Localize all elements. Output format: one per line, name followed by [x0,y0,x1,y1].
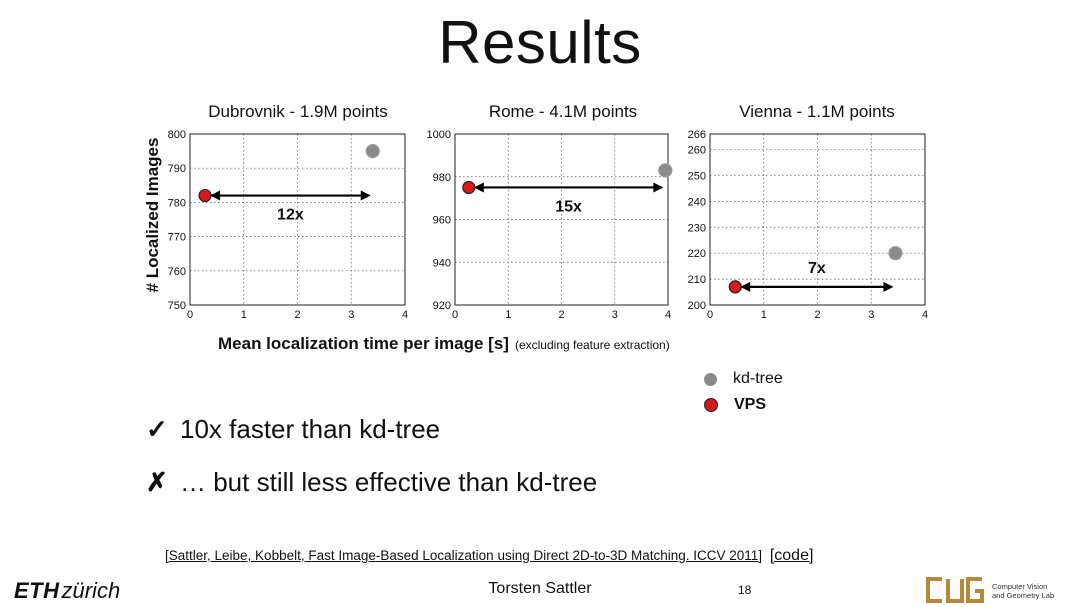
x-tick-label: 2 [814,309,820,321]
x-tick-label: 1 [241,309,247,321]
y-tick-label: 940 [433,257,451,269]
check-icon: ✓ [146,414,168,444]
bullet-con: ✗ … but still less effective than kd-tre… [146,467,597,498]
eth-zurich-logo: ETHzürich [14,578,121,603]
x-axis-label: Mean localization time per image [s] [218,334,509,353]
x-tick-label: 1 [761,309,767,321]
arrow-head-left [473,182,484,193]
y-tick-label: 780 [168,197,186,209]
speedup-label: 12x [277,207,304,224]
point-vps [198,188,212,203]
legend-label-vps: VPS [734,396,767,413]
y-tick-label: 260 [688,145,706,157]
chart-title-vienna: Vienna - 1.1M points [739,102,895,121]
y-tick-label: 750 [168,300,186,312]
bullet-text: … but still less effective than kd-tree [180,467,598,497]
slide-title: Results [438,9,642,76]
chart-dubrovnik: 0 1 2 3 4 750 760 770 780 790 800 12x [168,129,408,321]
arrow-head-left [210,190,221,201]
speedup-label: 7x [808,260,826,277]
x-axis-note: (excluding feature extraction) [514,338,670,352]
page-number: 18 [738,583,752,597]
y-tick-label: 1000 [427,129,451,141]
y-tick-label: 210 [688,274,706,286]
point-kd-tree [658,163,673,178]
x-tick-label: 2 [558,309,564,321]
x-tick-label: 4 [922,309,928,321]
y-tick-label: 920 [433,300,451,312]
lab-name: Computer Vision and Geometry Lab [992,582,1055,600]
legend-item-vps: VPS [704,396,766,414]
y-tick-label: 266 [688,129,706,141]
y-tick-label: 980 [433,172,451,184]
cvg-logo-icon [926,577,984,603]
y-tick-label: 200 [688,300,706,312]
arrow-head-right [883,281,894,292]
y-tick-label: 240 [688,196,706,208]
y-tick-label: 770 [168,232,186,244]
x-tick-label: 4 [402,309,408,321]
y-tick-label: 250 [688,170,706,182]
x-tick-label: 4 [665,309,671,321]
code-link[interactable]: [code] [769,547,814,564]
y-tick-label: 230 [688,222,706,234]
cross-icon: ✗ [146,467,168,497]
legend-marker-kd-tree [704,372,717,386]
y-tick-label: 800 [168,129,186,141]
x-tick-label: 3 [348,309,354,321]
author-name: Torsten Sattler [488,580,592,597]
plot-frame [189,133,406,306]
speedup-label: 15x [555,198,582,215]
x-tick-label: 0 [707,309,713,321]
x-tick-label: 3 [612,309,618,321]
legend-item-kd-tree: kd-tree [704,370,783,388]
x-tick-label: 3 [868,309,874,321]
legend-marker-vps [704,398,718,412]
x-axis-label-group: Mean localization time per image [s] (exc… [218,334,670,354]
x-tick-label: 1 [505,309,511,321]
citation: [Sattler, Leibe, Kobbelt, Fast Image-Bas… [165,547,813,565]
point-kd-tree [365,144,380,159]
legend-label-kd-tree: kd-tree [733,370,783,387]
chart-title-dubrovnik: Dubrovnik - 1.9M points [208,102,388,121]
arrow-head-right [653,182,664,193]
chart-rome: 0 1 2 3 4 920 940 960 980 1000 15x [427,129,673,321]
x-tick-label: 2 [294,309,300,321]
citation-link[interactable]: [Sattler, Leibe, Kobbelt, Fast Image-Bas… [165,548,763,563]
point-vps [462,180,476,195]
point-vps [728,280,742,294]
charts-canvas: 0 1 2 3 4 750 760 770 780 790 800 12x 0 1 2 3 4 920 940 96… [168,129,928,321]
y-tick-label: 790 [168,163,186,175]
arrow-head-left [740,281,751,292]
y-tick-label: 960 [433,215,451,227]
bullet-pro: ✓ 10x faster than kd-tree [146,414,440,445]
plot-frame [709,133,926,306]
plot-frame [454,133,669,306]
chart-title-rome: Rome - 4.1M points [488,102,638,121]
x-tick-label: 0 [187,309,193,321]
y-tick-label: 760 [168,266,186,278]
bullet-text: 10x faster than kd-tree [180,414,441,444]
y-tick-label: 220 [688,248,706,260]
point-kd-tree [888,246,903,261]
x-tick-label: 0 [452,309,458,321]
chart-vienna: 0 1 2 3 4 200 210 220 230 240 250 260 266 7x [688,129,928,321]
arrow-head-right [360,190,371,201]
